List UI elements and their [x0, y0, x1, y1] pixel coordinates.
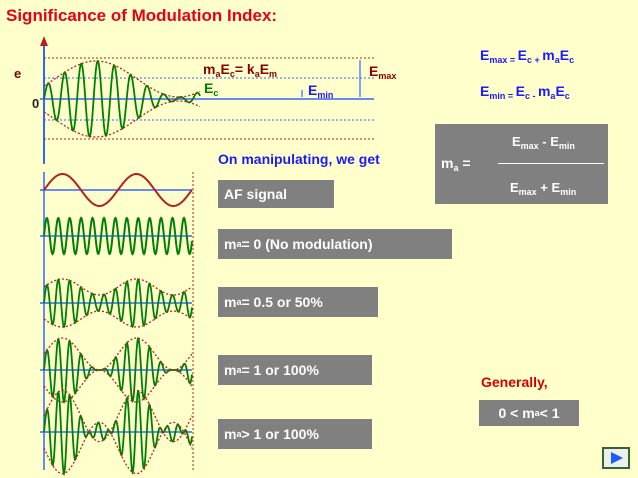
upper-envelope	[43, 389, 193, 434]
ec-label: Ec	[204, 80, 219, 98]
upper-envelope	[43, 278, 193, 296]
am-wave-2	[43, 278, 193, 329]
am-wave-3	[43, 337, 193, 405]
page-title: Significance of Modulation Index:	[6, 6, 278, 25]
next-slide-icon[interactable]	[602, 447, 630, 469]
emin-formula: Emin = Ec - maEc	[480, 83, 570, 101]
top-upper-envelope	[43, 60, 201, 98]
waveform-stack	[40, 172, 194, 477]
af-signal-wave	[43, 173, 193, 207]
emin-label: Emin	[308, 82, 334, 100]
top-am-waveform	[40, 36, 374, 164]
upper-envelope	[43, 337, 193, 371]
manipulating-text: On manipulating, we get	[218, 151, 380, 167]
lower-envelope	[43, 369, 193, 403]
ma-numerator: Emax - Emin	[512, 134, 575, 151]
ma-ec-equation: maEc= kaEm	[203, 61, 278, 79]
emax-label: Emax	[369, 63, 397, 81]
modulation-index-box	[435, 124, 608, 204]
fraction-bar	[498, 163, 604, 164]
ma-denominator: Emax + Emin	[510, 180, 577, 197]
y-axis-label: e	[14, 66, 22, 81]
am-wave-4	[43, 389, 193, 477]
generally-label: Generally,	[481, 374, 548, 390]
play-triangle-icon	[611, 452, 623, 464]
y-axis-arrow	[40, 36, 48, 46]
origin-label: 0	[32, 96, 40, 111]
case-af-signal: AF signal	[218, 180, 334, 208]
top-lower-envelope	[43, 100, 201, 138]
lower-envelope	[43, 310, 193, 328]
unmodulated-carrier-wave	[43, 216, 193, 256]
emax-formula: Emax = Ec + maEc	[480, 47, 575, 65]
lower-envelope	[43, 430, 193, 475]
ma-lhs: ma =	[441, 155, 471, 173]
